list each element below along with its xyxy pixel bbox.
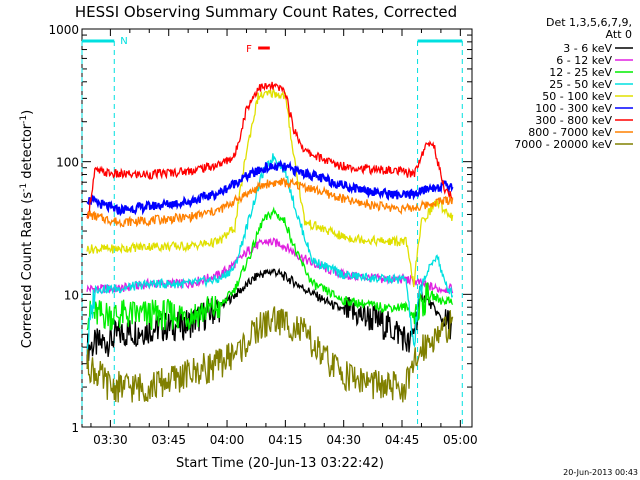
series-line — [86, 88, 454, 288]
y-tick-label: 10 — [64, 288, 79, 302]
x-axis-label: Start Time (20-Jun-13 03:22:42) — [176, 456, 384, 471]
y-axis-label: Corrected Count Rate (s-1 detector-1) — [19, 110, 35, 348]
legend-label: 6 - 12 keV — [556, 54, 612, 67]
legend-label: 12 - 25 keV — [549, 66, 612, 79]
y-tick-label: 1000 — [48, 23, 79, 37]
legend-label: 50 - 100 keV — [542, 90, 612, 103]
series-line — [86, 177, 454, 229]
chart-title: HESSI Observing Summary Count Rates, Cor… — [75, 3, 457, 21]
series-line — [86, 81, 454, 219]
x-tick-label: 04:15 — [268, 433, 303, 447]
axes-frame — [81, 28, 473, 428]
legend-header-line-1: Det 1,3,5,6,7,9, — [546, 16, 632, 29]
y-tick-label: 1 — [71, 421, 79, 435]
legend-label: 800 - 7000 keV — [528, 126, 612, 139]
plot-area: 03:30 03:45 04:00 04:15 04:30 04:45 05:00 1 10 10… — [48, 23, 477, 447]
flare-label: F — [246, 44, 252, 55]
y-label-part-1: Corrected Count Rate (s — [20, 192, 35, 349]
legend-label: 25 - 50 keV — [549, 78, 612, 91]
night-label: N — [120, 36, 127, 47]
series-line — [86, 306, 454, 403]
y-label-sup-1: -1 — [19, 183, 29, 192]
legend-label: 7000 - 20000 keV — [514, 138, 612, 151]
y-label-part-3: ) — [20, 110, 35, 115]
series-line — [86, 159, 454, 217]
y-tick-label: 100 — [56, 156, 79, 170]
x-tick-label: 05:00 — [443, 433, 478, 447]
x-tick-label: 04:30 — [326, 433, 361, 447]
x-tick-label: 04:45 — [385, 433, 420, 447]
y-label-sup-2: -1 — [19, 115, 29, 124]
legend-label: 100 - 300 keV — [535, 102, 612, 115]
legend-label: 300 - 800 keV — [535, 114, 612, 127]
series-line — [86, 267, 454, 364]
footer-date: 20-Jun-2013 00:43 — [563, 468, 638, 477]
series-line — [86, 206, 454, 331]
x-tick-label: 03:45 — [151, 433, 186, 447]
legend-header-line-2: Att 0 — [606, 28, 632, 41]
legend-label: 3 - 6 keV — [563, 42, 612, 55]
x-tick-label: 04:00 — [210, 433, 245, 447]
x-tick-label: 03:30 — [93, 433, 128, 447]
y-label-part-2: detector — [20, 123, 35, 183]
